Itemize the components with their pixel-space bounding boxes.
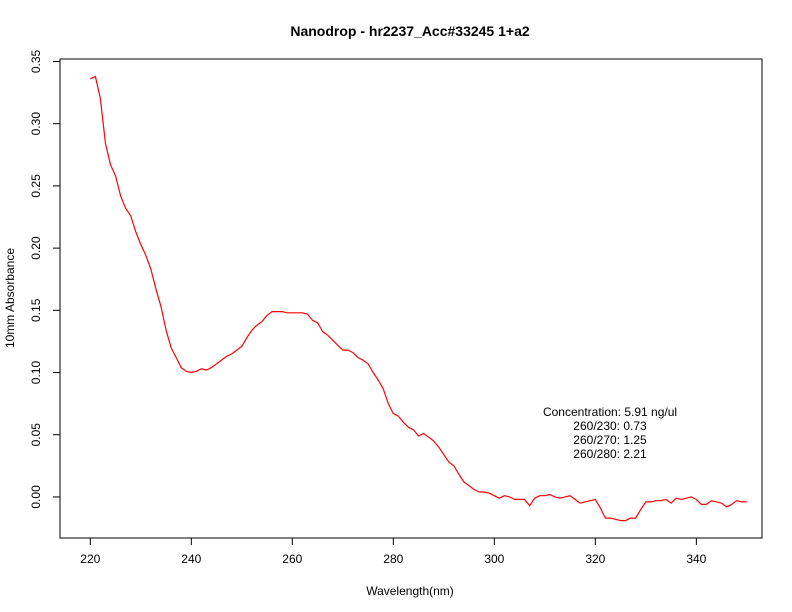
x-tick-label: 260 — [282, 552, 302, 566]
annotation-line: 260/230: 0.73 — [573, 419, 647, 433]
plot-frame — [59, 58, 763, 539]
y-tick-label: 0.30 — [29, 112, 43, 136]
x-tick-label: 300 — [484, 552, 504, 566]
x-tick-label: 220 — [80, 552, 100, 566]
x-tick-label: 240 — [181, 552, 201, 566]
x-tick-label: 280 — [383, 552, 403, 566]
chart-title: Nanodrop - hr2237_Acc#33245 1+a2 — [290, 23, 530, 39]
y-tick-label: 0.25 — [29, 174, 43, 198]
x-tick-label: 340 — [686, 552, 706, 566]
series-group — [90, 75, 747, 522]
y-tick-label: 0.05 — [29, 423, 43, 447]
y-tick-label: 0.10 — [29, 361, 43, 385]
y-tick-label: 0.00 — [29, 485, 43, 509]
x-axis-label: Wavelength(nm) — [366, 584, 454, 598]
annotation-line: 260/280: 2.21 — [573, 447, 647, 461]
x-axis: 220 240 260 280 300 320 340 — [80, 538, 707, 566]
series-line — [90, 75, 747, 522]
y-axis: 0.00 0.05 0.10 0.15 0.20 0.25 0.30 0.35 — [29, 49, 60, 509]
y-axis-label: 10mm Absorbance — [3, 248, 17, 348]
x-tick-label: 320 — [585, 552, 605, 566]
y-tick-label: 0.20 — [29, 236, 43, 260]
y-tick-label: 0.15 — [29, 298, 43, 322]
annotation-line: Concentration: 5.91 ng/ul — [543, 405, 677, 419]
y-tick-label: 0.35 — [29, 49, 43, 73]
annotation-line: 260/270: 1.25 — [573, 433, 647, 447]
